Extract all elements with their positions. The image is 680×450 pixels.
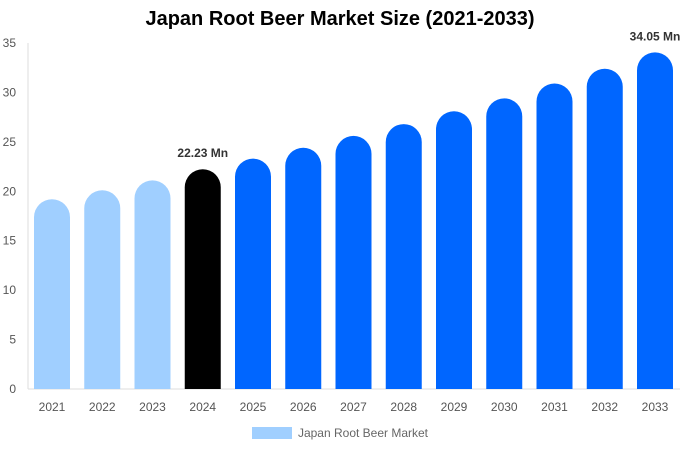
y-tick-label: 0 [9, 382, 16, 396]
x-tick-label: 2033 [642, 400, 669, 414]
x-tick-label: 2028 [390, 400, 417, 414]
y-tick-label: 5 [9, 333, 16, 347]
x-tick-label: 2030 [491, 400, 518, 414]
bar-2031 [536, 83, 573, 389]
x-tick-label: 2025 [240, 400, 267, 414]
bar-2022 [84, 190, 121, 389]
chart-title: Japan Root Beer Market Size (2021-2033) [145, 8, 535, 30]
bar-2033 [637, 52, 673, 390]
bar-2030 [486, 98, 523, 390]
data-label-2024: 22.23 Mn [177, 146, 228, 160]
y-tick-label: 10 [3, 283, 17, 297]
bar-2027 [335, 135, 372, 389]
legend-label: Japan Root Beer Market [297, 426, 429, 440]
data-label-2033: 34.05 Mn [630, 29, 680, 43]
bar-2029 [436, 111, 472, 389]
y-tick-label: 30 [3, 85, 17, 99]
x-tick-label: 2022 [89, 400, 116, 414]
x-tick-label: 2024 [189, 400, 216, 414]
bar-2032 [586, 68, 623, 390]
bar-2026 [285, 147, 322, 389]
bar-2024 [184, 169, 221, 389]
y-tick-label: 35 [3, 36, 17, 50]
x-tick-label: 2023 [139, 400, 166, 414]
y-tick-label: 25 [3, 135, 17, 149]
y-tick-label: 15 [3, 234, 17, 248]
x-tick-label: 2027 [340, 400, 367, 414]
legend-swatch [251, 427, 292, 439]
bar-2028 [385, 124, 422, 389]
bar-2023 [134, 180, 171, 389]
legend[interactable]: Japan Root Beer Market [0, 426, 680, 440]
bar-2021 [34, 199, 70, 389]
x-tick-label: 2032 [591, 400, 618, 414]
x-tick-label: 2021 [39, 400, 66, 414]
y-tick-label: 20 [3, 184, 17, 198]
x-tick-label: 2029 [441, 400, 468, 414]
x-tick-label: 2026 [290, 400, 317, 414]
bar-2025 [235, 158, 271, 389]
x-tick-label: 2031 [541, 400, 568, 414]
